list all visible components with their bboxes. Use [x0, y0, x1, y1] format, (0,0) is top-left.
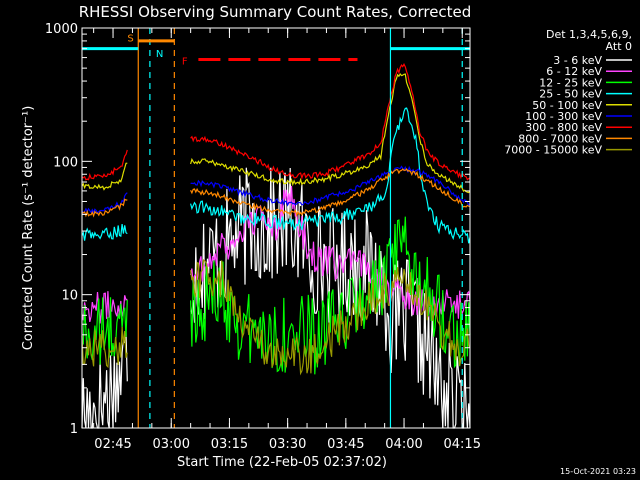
- series-line: [190, 165, 471, 207]
- series-line: [190, 107, 471, 244]
- y-tick-label: 100: [53, 155, 78, 170]
- series-line: [190, 63, 471, 181]
- x-axis-label: Start Time (22-Feb-05 02:37:02): [177, 455, 387, 470]
- x-tick-label: 03:45: [327, 437, 364, 452]
- series-line: [81, 192, 128, 215]
- legend-entry-label: 100 - 300 keV: [525, 110, 602, 123]
- series-line: [81, 326, 128, 369]
- x-tick-label: 03:15: [211, 437, 248, 452]
- chart-title: RHESSI Observing Summary Count Rates, Co…: [79, 3, 472, 21]
- x-axis: 02:45 03:00 03:15 03:30 03:45 04:00 04:15: [93, 28, 481, 452]
- legend-entry-label: 800 - 7000 keV: [518, 132, 602, 145]
- y-tick-label: 10: [61, 289, 78, 304]
- y-tick-label: 1000: [45, 22, 78, 37]
- x-tick-label: 04:15: [444, 437, 481, 452]
- plot-frame: [81, 27, 471, 429]
- x-tick-label: 04:00: [385, 437, 422, 452]
- series-line: [81, 162, 128, 191]
- series-line: [190, 168, 471, 218]
- flag-label: S: [127, 33, 133, 44]
- series-line: [81, 198, 128, 218]
- y-tick-label: 1: [70, 422, 78, 437]
- legend-header-attenuator: Att 0: [606, 40, 632, 53]
- legend-entry-label: 7000 - 15000 keV: [504, 144, 602, 157]
- footer-timestamp: 15-Oct-2021 03:23: [560, 467, 636, 476]
- flag-label: N: [156, 49, 163, 60]
- y-axis-label: Corrected Count Rate (s⁻¹ detector⁻¹): [21, 106, 36, 351]
- legend-entry-label: 50 - 100 keV: [532, 99, 602, 112]
- series-line: [81, 297, 128, 365]
- legend-entry-label: 25 - 50 keV: [539, 88, 602, 101]
- legend-entry-label: 12 - 25 keV: [539, 76, 602, 89]
- x-tick-label: 02:45: [94, 437, 131, 452]
- flag-layer: S N F: [82, 28, 470, 428]
- legend-entry-label: 300 - 800 keV: [525, 121, 602, 134]
- legend-entry-label: 6 - 12 keV: [546, 65, 602, 78]
- x-tick-label: 03:30: [269, 437, 306, 452]
- y-axis: 1 10 100 1000: [45, 22, 470, 437]
- series-line: [190, 216, 471, 375]
- series-line: [190, 258, 471, 376]
- legend-header-detectors: Det 1,3,4,5,6,9,: [546, 28, 632, 41]
- x-tick-label: 03:00: [153, 437, 190, 452]
- series-line: [190, 72, 471, 194]
- flag-label: F: [182, 57, 188, 68]
- series-line: [81, 332, 128, 429]
- legend-entry-label: 3 - 6 keV: [553, 54, 602, 67]
- series-line: [81, 224, 128, 241]
- series-line: [81, 149, 128, 181]
- series-lines: [81, 63, 471, 429]
